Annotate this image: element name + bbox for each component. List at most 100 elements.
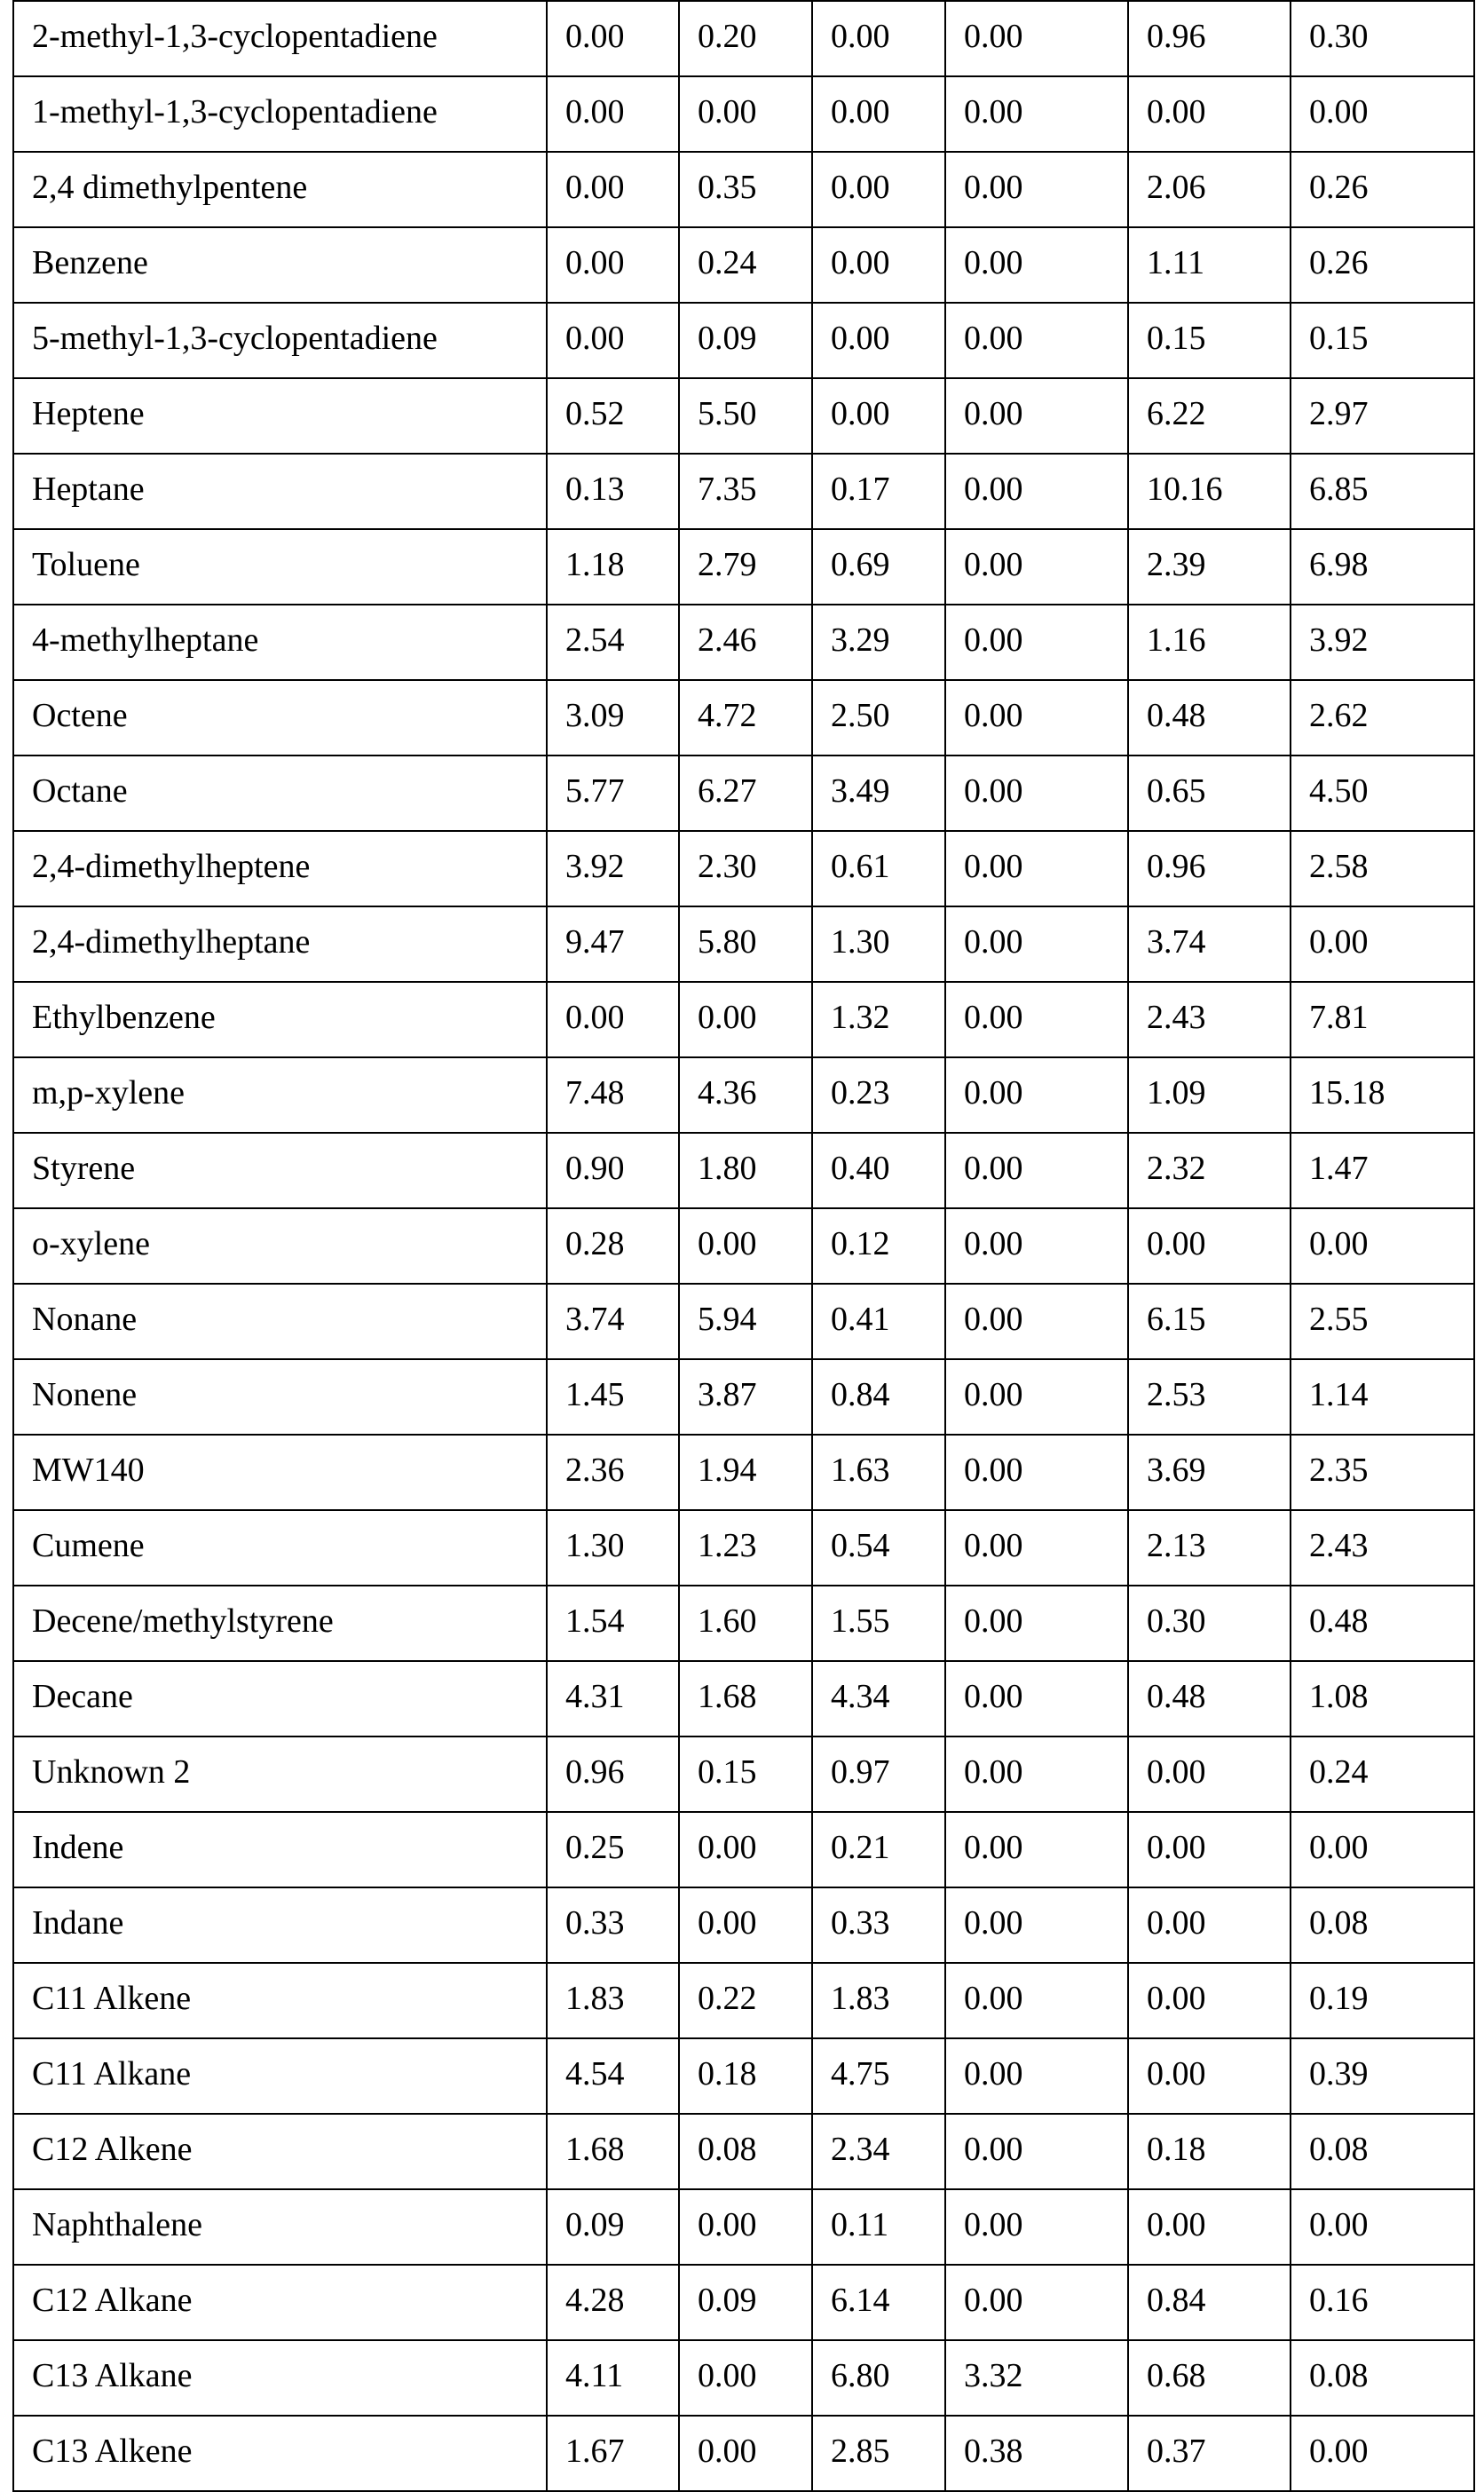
value-cell: 1.45 [547, 1359, 679, 1435]
table-row: Unknown 20.960.150.970.000.000.24 [13, 1736, 1474, 1812]
compound-cell: C11 Alkane [13, 2038, 547, 2114]
table-row: Naphthalene0.090.000.110.000.000.00 [13, 2189, 1474, 2265]
value-cell: 2.54 [547, 605, 679, 680]
table-row: Ethylbenzene0.000.001.320.002.437.81 [13, 982, 1474, 1057]
value-cell: 1.08 [1291, 1661, 1474, 1736]
value-cell: 0.00 [945, 1, 1128, 76]
value-cell: 6.22 [1128, 378, 1291, 454]
value-cell: 0.00 [945, 1057, 1128, 1133]
value-cell: 0.00 [812, 152, 945, 227]
value-cell: 0.96 [547, 1736, 679, 1812]
table-row: MW1402.361.941.630.003.692.35 [13, 1435, 1474, 1510]
compound-cell: Octane [13, 756, 547, 831]
data-table: 2-methyl-1,3-cyclopentadiene0.000.200.00… [12, 0, 1475, 2492]
value-cell: 1.18 [547, 529, 679, 605]
table-row: Cumene1.301.230.540.002.132.43 [13, 1510, 1474, 1586]
value-cell: 3.92 [1291, 605, 1474, 680]
value-cell: 2.46 [679, 605, 812, 680]
compound-cell: Indane [13, 1887, 547, 1963]
value-cell: 0.00 [945, 756, 1128, 831]
table-row: C11 Alkene1.830.221.830.000.000.19 [13, 1963, 1474, 2038]
value-cell: 0.33 [812, 1887, 945, 1963]
value-cell: 0.00 [945, 76, 1128, 152]
value-cell: 1.55 [812, 1586, 945, 1661]
value-cell: 0.28 [547, 1208, 679, 1284]
value-cell: 2.43 [1128, 982, 1291, 1057]
table-row: 2-methyl-1,3-cyclopentadiene0.000.200.00… [13, 1, 1474, 76]
value-cell: 0.90 [547, 1133, 679, 1208]
value-cell: 0.25 [547, 1812, 679, 1887]
value-cell: 3.32 [945, 2340, 1128, 2416]
value-cell: 0.00 [679, 1208, 812, 1284]
value-cell: 0.00 [945, 2265, 1128, 2340]
value-cell: 0.00 [812, 227, 945, 303]
value-cell: 2.79 [679, 529, 812, 605]
value-cell: 0.00 [679, 2416, 812, 2491]
value-cell: 0.00 [945, 2038, 1128, 2114]
value-cell: 0.00 [945, 1661, 1128, 1736]
value-cell: 15.18 [1291, 1057, 1474, 1133]
value-cell: 0.84 [1128, 2265, 1291, 2340]
value-cell: 6.98 [1291, 529, 1474, 605]
table-row: C13 Alkene1.670.002.850.380.370.00 [13, 2416, 1474, 2491]
value-cell: 0.22 [679, 1963, 812, 2038]
compound-cell: Styrene [13, 1133, 547, 1208]
value-cell: 0.41 [812, 1284, 945, 1359]
compound-cell: C12 Alkane [13, 2265, 547, 2340]
value-cell: 0.30 [1291, 1, 1474, 76]
value-cell: 3.74 [547, 1284, 679, 1359]
value-cell: 7.35 [679, 454, 812, 529]
value-cell: 2.13 [1128, 1510, 1291, 1586]
value-cell: 0.52 [547, 378, 679, 454]
value-cell: 6.27 [679, 756, 812, 831]
value-cell: 0.00 [547, 227, 679, 303]
compound-cell: C13 Alkane [13, 2340, 547, 2416]
value-cell: 4.11 [547, 2340, 679, 2416]
value-cell: 5.94 [679, 1284, 812, 1359]
value-cell: 0.15 [1291, 303, 1474, 378]
value-cell: 3.29 [812, 605, 945, 680]
value-cell: 3.09 [547, 680, 679, 756]
value-cell: 3.69 [1128, 1435, 1291, 1510]
value-cell: 6.15 [1128, 1284, 1291, 1359]
compound-cell: Octene [13, 680, 547, 756]
value-cell: 1.47 [1291, 1133, 1474, 1208]
value-cell: 0.11 [812, 2189, 945, 2265]
value-cell: 1.83 [812, 1963, 945, 2038]
value-cell: 1.32 [812, 982, 945, 1057]
table-row: Benzene0.000.240.000.001.110.26 [13, 227, 1474, 303]
value-cell: 4.31 [547, 1661, 679, 1736]
value-cell: 0.24 [679, 227, 812, 303]
value-cell: 0.20 [679, 1, 812, 76]
value-cell: 0.00 [547, 303, 679, 378]
value-cell: 0.00 [812, 303, 945, 378]
value-cell: 0.00 [945, 605, 1128, 680]
compound-cell: C12 Alkene [13, 2114, 547, 2189]
value-cell: 1.30 [547, 1510, 679, 1586]
value-cell: 0.00 [945, 1963, 1128, 2038]
value-cell: 7.48 [547, 1057, 679, 1133]
value-cell: 0.00 [945, 529, 1128, 605]
value-cell: 2.97 [1291, 378, 1474, 454]
value-cell: 0.23 [812, 1057, 945, 1133]
value-cell: 1.11 [1128, 227, 1291, 303]
value-cell: 0.12 [812, 1208, 945, 1284]
value-cell: 2.32 [1128, 1133, 1291, 1208]
table-row: o-xylene0.280.000.120.000.000.00 [13, 1208, 1474, 1284]
value-cell: 0.97 [812, 1736, 945, 1812]
table-row: Styrene0.901.800.400.002.321.47 [13, 1133, 1474, 1208]
value-cell: 0.00 [945, 303, 1128, 378]
value-cell: 0.00 [945, 2114, 1128, 2189]
compound-cell: Decene/methylstyrene [13, 1586, 547, 1661]
value-cell: 0.24 [1291, 1736, 1474, 1812]
value-cell: 0.09 [679, 303, 812, 378]
compound-cell: MW140 [13, 1435, 547, 1510]
value-cell: 0.69 [812, 529, 945, 605]
value-cell: 6.85 [1291, 454, 1474, 529]
table-row: 5-methyl-1,3-cyclopentadiene0.000.090.00… [13, 303, 1474, 378]
value-cell: 0.00 [547, 76, 679, 152]
value-cell: 2.35 [1291, 1435, 1474, 1510]
value-cell: 2.30 [679, 831, 812, 906]
value-cell: 0.00 [945, 680, 1128, 756]
value-cell: 0.00 [945, 152, 1128, 227]
